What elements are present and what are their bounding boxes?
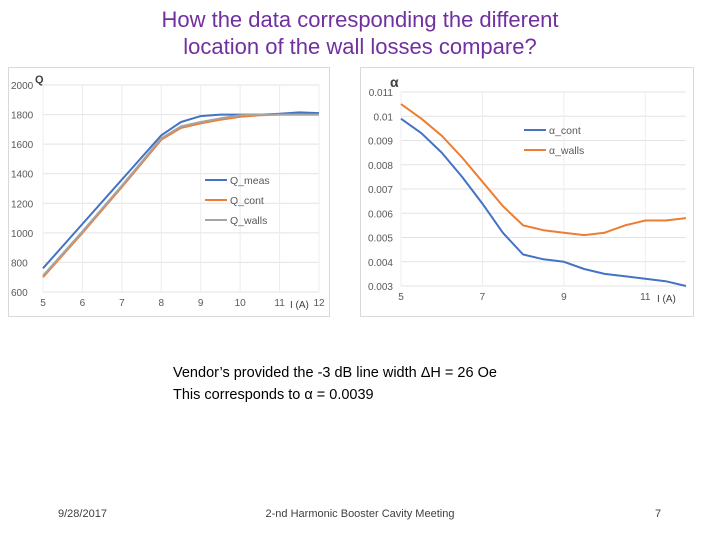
legend-label: Q_cont (230, 195, 264, 207)
y-tick-label: 0.003 (368, 282, 393, 293)
x-axis-label: I (A) (657, 294, 676, 305)
vendor-note-line2: This corresponds to α = 0.0039 (173, 387, 374, 403)
x-tick-label: 5 (40, 298, 46, 309)
y-tick-label: 2000 (11, 81, 34, 92)
series-line-Q_meas (42, 111, 320, 269)
series-line-Q_cont (42, 113, 319, 278)
vendor-note-line1: Vendor’s provided the -3 dB line width Δ… (173, 365, 497, 381)
series-line-α_cont (400, 117, 687, 287)
y-tick-label: 1600 (11, 140, 34, 151)
y-tick-label: 1200 (11, 199, 34, 210)
x-tick-label: 9 (561, 292, 567, 303)
legend-label: α_walls (549, 145, 584, 157)
x-tick-label: 10 (235, 298, 247, 309)
y-tick-label: 1800 (11, 111, 34, 122)
y-axis-label: Q (35, 74, 44, 86)
x-tick-label: 7 (480, 292, 486, 303)
x-tick-label: 12 (313, 298, 325, 309)
slide-title: How the data corresponding the different… (0, 6, 720, 60)
q-chart-svg: 600 800 1000 1200 1400 1600 1800 2000 5 6 7 8 9 10 11 1… (11, 74, 325, 311)
x-tick-label: 5 (398, 292, 404, 303)
y-axis-label: α (390, 74, 399, 90)
alpha-chart-svg: 0.003 0.004 0.005 0.006 0.007 0.008 0.009 0.01 0… (368, 74, 687, 305)
y-tick-label: 0.006 (368, 209, 393, 220)
series-line-Q_walls (42, 113, 319, 277)
y-tick-label: 0.004 (368, 258, 393, 269)
x-tick-label: 9 (198, 298, 204, 309)
y-tick-label: 1000 (11, 229, 34, 240)
vendor-note: Vendor’s provided the -3 dB line width Δ… (173, 362, 497, 406)
footer-meeting: 2-nd Harmonic Booster Cavity Meeting (265, 508, 455, 520)
q-chart: 600 800 1000 1200 1400 1600 1800 2000 5 6 7 8 9 10 11 1… (8, 67, 330, 317)
y-tick-label: 0.008 (368, 161, 393, 172)
slide-title-line1: How the data corresponding the different (161, 7, 559, 32)
footer-page-number: 7 (655, 508, 662, 520)
y-tick-label: 1400 (11, 170, 34, 181)
y-tick-label: 0.01 (374, 112, 394, 123)
x-tick-label: 8 (159, 298, 165, 309)
series-line-α_walls (400, 103, 687, 237)
x-tick-label: 6 (80, 298, 86, 309)
y-tick-label: 0.009 (368, 137, 393, 148)
x-tick-label: 7 (119, 298, 125, 309)
y-tick-label: 0.005 (368, 234, 393, 245)
legend-label: Q_meas (230, 175, 270, 187)
alpha-chart: 0.003 0.004 0.005 0.006 0.007 0.008 0.009 0.01 0… (360, 67, 694, 317)
footer-date: 9/28/2017 (58, 508, 107, 520)
slide-title-line2: location of the wall losses compare? (183, 34, 537, 59)
y-tick-label: 0.011 (369, 88, 394, 99)
y-tick-label: 800 (11, 258, 28, 269)
y-tick-label: 0.007 (368, 185, 393, 196)
legend-label: α_cont (549, 125, 581, 137)
legend-label: Q_walls (230, 215, 267, 227)
y-tick-label: 600 (11, 288, 28, 299)
x-tick-label: 11 (274, 298, 285, 309)
x-axis-label: I (A) (290, 300, 309, 311)
x-tick-label: 11 (640, 292, 651, 303)
